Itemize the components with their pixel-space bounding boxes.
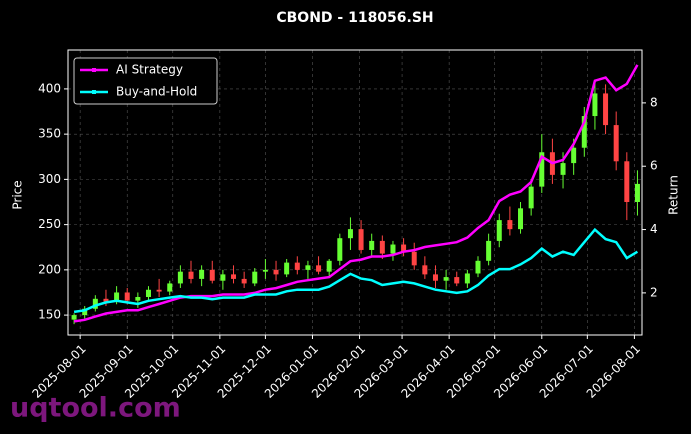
legend-label: Buy-and-Hold	[116, 85, 197, 99]
candle-body	[347, 229, 353, 239]
y-tick-label: 400	[38, 81, 61, 95]
candle-body	[305, 265, 311, 270]
candle-body	[188, 271, 194, 279]
candle-body	[92, 298, 98, 309]
legend-marker	[92, 68, 96, 72]
candle-body	[199, 269, 205, 279]
line-series	[73, 227, 639, 314]
candle-body	[496, 220, 502, 241]
candle-body	[571, 147, 577, 164]
y-tick-label: 250	[38, 217, 61, 231]
candle-body	[145, 289, 151, 297]
y2-axis-label: Return	[667, 175, 681, 215]
candle-body	[369, 240, 375, 250]
candle-body	[603, 93, 609, 126]
candle-body	[156, 289, 162, 292]
candle-body	[401, 244, 407, 252]
y2-tick-label: 2	[650, 285, 658, 299]
y2-tick-label: 6	[650, 159, 658, 173]
candle-body	[443, 277, 449, 281]
y2-tick-label: 8	[650, 95, 658, 109]
candle-body	[528, 186, 534, 209]
candle-body	[422, 265, 428, 275]
legend-box	[73, 57, 218, 105]
y-tick-label: 200	[38, 262, 61, 276]
y-tick-label: 150	[38, 308, 61, 322]
candle-body	[634, 183, 640, 202]
legend-marker	[92, 90, 96, 94]
candle-body	[209, 269, 215, 281]
candle-body	[560, 163, 566, 175]
candle-body	[273, 269, 279, 275]
chart-title: CBOND - 118056.SH	[276, 10, 433, 26]
candle-body	[432, 274, 438, 281]
candle-body	[411, 251, 417, 266]
candle-body	[114, 292, 120, 302]
line-series	[73, 64, 639, 323]
plot-frame	[67, 49, 643, 336]
candle-body	[539, 152, 545, 187]
candle-body	[284, 262, 290, 275]
y-tick-label: 300	[38, 172, 61, 186]
candle-body	[316, 265, 322, 272]
candle-body	[294, 262, 300, 270]
candle-body	[337, 238, 343, 261]
candle-body	[71, 315, 77, 320]
candle-body	[220, 274, 226, 281]
candle-body	[82, 308, 88, 316]
candle-body	[581, 116, 587, 148]
candle-body	[624, 161, 630, 202]
candle-body	[358, 229, 364, 250]
candle-body	[252, 271, 258, 284]
candle-body	[390, 244, 396, 254]
candle-body	[454, 277, 460, 284]
candle-body	[507, 220, 513, 230]
candle-body	[262, 269, 268, 272]
y-axis-label: Price	[11, 180, 25, 209]
watermark: uqtool.com	[10, 393, 181, 424]
candle-body	[464, 273, 470, 284]
candle-body	[167, 283, 173, 292]
candle-body	[231, 274, 237, 279]
candle-body	[486, 240, 492, 261]
legend-label: AI Strategy	[116, 63, 183, 77]
candle-body	[613, 125, 619, 162]
candle-body	[241, 278, 247, 284]
candle-body	[124, 292, 130, 301]
candle-body	[518, 208, 524, 230]
y2-tick-label: 4	[650, 222, 658, 236]
candle-body	[135, 297, 141, 301]
candle-body	[177, 271, 183, 284]
candle-body	[592, 93, 598, 117]
candle-body	[103, 298, 109, 302]
candle-body	[475, 260, 481, 274]
candle-body	[326, 260, 332, 272]
candle-body	[379, 240, 385, 254]
y-tick-label: 350	[38, 127, 61, 141]
